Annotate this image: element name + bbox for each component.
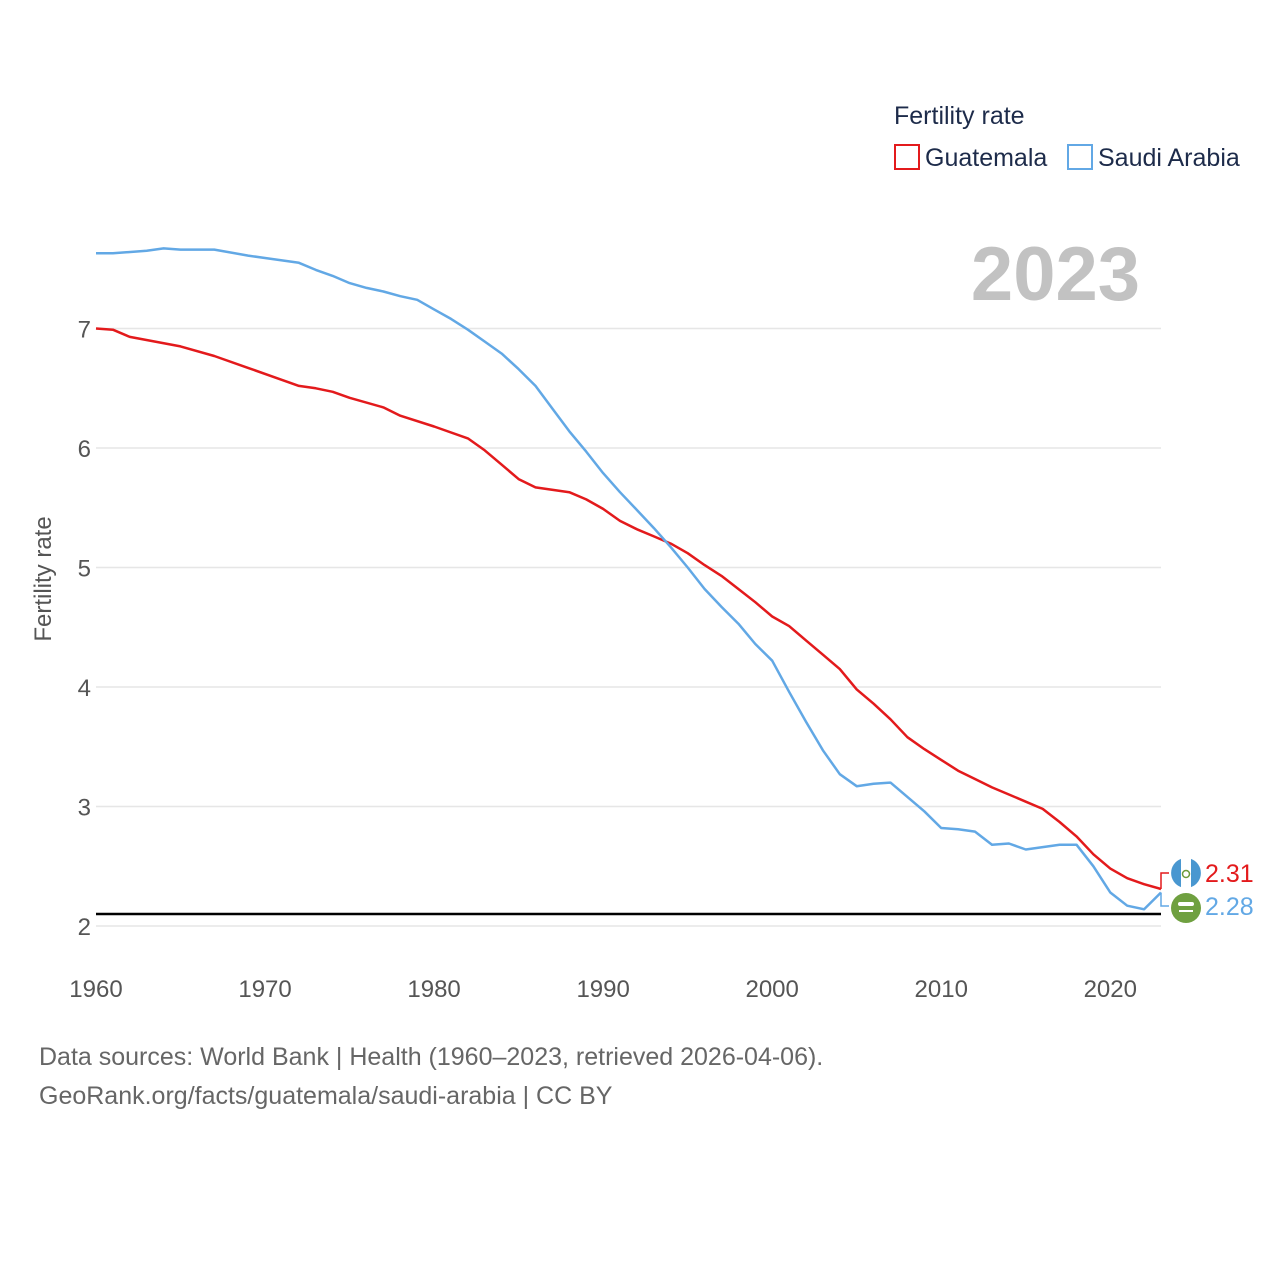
end-connector: [1160, 872, 1169, 889]
legend-label-saudi-arabia[interactable]: Saudi Arabia: [1098, 144, 1240, 172]
y-axis-label: Fertility rate: [30, 516, 57, 641]
footer-link[interactable]: GeoRank.org/facts/guatemala/saudi-arabia…: [39, 1082, 613, 1110]
saudi-arabia-flag-icon: [1171, 893, 1201, 923]
series-line-guatemala[interactable]: [95, 327, 1162, 891]
guatemala-flag-icon: [1171, 858, 1201, 888]
series-line-saudi-arabia[interactable]: [96, 247, 1162, 911]
legend-title: Fertility rate: [894, 102, 1025, 130]
y-tick-3: 3: [78, 795, 91, 822]
x-tick-1960: 1960: [69, 976, 122, 1003]
legend-label-guatemala[interactable]: Guatemala: [925, 144, 1047, 172]
y-tick-5: 5: [78, 556, 91, 583]
gridlines: [96, 327, 1161, 927]
x-tick-2020: 2020: [1084, 976, 1137, 1003]
end-label-saudi-arabia: 2.28: [1205, 893, 1254, 921]
axis-ticks: 2 3 4 5 6 7 1960 1970 1980 1990 2000 2010 2020: [69, 317, 1137, 1004]
year-label: 2023: [971, 232, 1140, 317]
end-markers: 2.31 2.28: [1160, 858, 1254, 923]
x-tick-2000: 2000: [745, 976, 798, 1003]
y-tick-2: 2: [78, 914, 91, 941]
y-tick-4: 4: [78, 675, 91, 702]
x-tick-1970: 1970: [238, 976, 291, 1003]
footer-sources: Data sources: World Bank | Health (1960–…: [39, 1043, 824, 1071]
fertility-chart: Fertility rate Guatemala Saudi Arabia 20…: [30, 102, 1254, 1004]
y-tick-7: 7: [78, 317, 91, 344]
x-tick-2010: 2010: [915, 976, 968, 1003]
x-tick-1990: 1990: [576, 976, 629, 1003]
legend-swatch-saudi-arabia[interactable]: [1067, 144, 1093, 170]
x-tick-1980: 1980: [407, 976, 460, 1003]
end-connector: [1160, 892, 1169, 907]
legend-swatch-guatemala[interactable]: [894, 144, 920, 170]
series-lines: [95, 247, 1162, 911]
y-tick-6: 6: [78, 436, 91, 463]
end-label-guatemala: 2.31: [1205, 860, 1254, 888]
